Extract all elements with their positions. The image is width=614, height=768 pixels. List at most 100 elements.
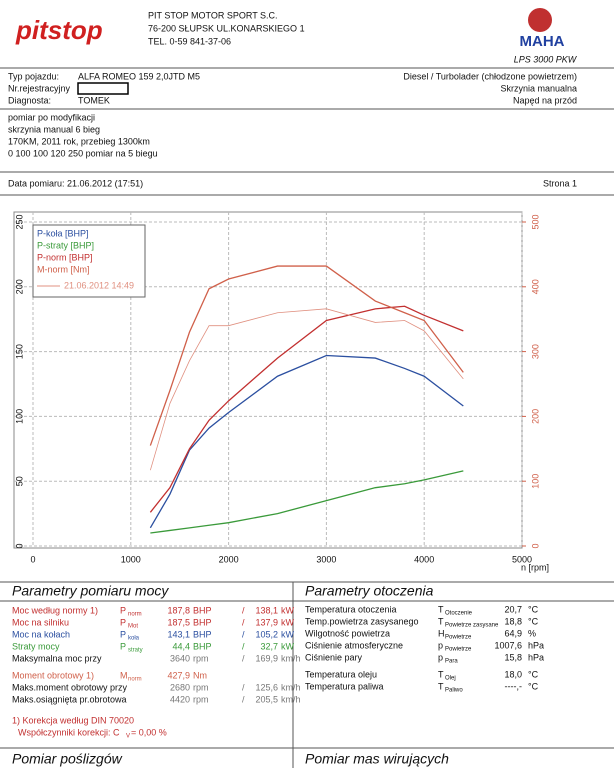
param-cell: / xyxy=(242,641,245,651)
correction: V xyxy=(126,734,130,740)
param-cell: 205,5 xyxy=(255,694,278,704)
brand: MAHA xyxy=(520,33,565,50)
y2-tick-label: 400 xyxy=(530,279,540,294)
y2-tick-label: 300 xyxy=(530,344,540,359)
param-cell: 4420 xyxy=(170,694,190,704)
env-value: 18,8 xyxy=(504,616,522,626)
y2-tick-label: 100 xyxy=(530,474,540,489)
phone: TEL. 0-59 841-37-06 xyxy=(148,36,231,46)
param-cell: P xyxy=(120,605,126,615)
param-cell: P xyxy=(120,629,126,639)
param-cell: Moc na kołach xyxy=(12,629,70,639)
param-cell: kW xyxy=(281,641,295,651)
line-series xyxy=(149,354,464,529)
value: TOMEK xyxy=(78,95,110,105)
param-cell: kW xyxy=(281,617,295,627)
company: PIT STOP MOTOR SPORT S.C. xyxy=(148,10,278,20)
y2-tick-label: 0 xyxy=(530,543,540,548)
env-label: Temp.powietrza zasysanego xyxy=(305,616,419,626)
env-sub: Powietrze xyxy=(445,635,472,641)
env-label: Wilgotność powietrza xyxy=(305,628,390,638)
param-cell: kW xyxy=(281,629,295,639)
param-cell: rpm xyxy=(193,653,209,663)
param-cell: Nm xyxy=(193,670,207,680)
param-cell: straty xyxy=(128,648,143,654)
param-cell: 32,7 xyxy=(260,641,278,651)
section-title: Pomiar mas wirujących xyxy=(305,751,449,767)
env-label: Ciśnienie pary xyxy=(305,652,363,662)
param-cell: 427,9 xyxy=(167,670,190,680)
param-cell: BHP xyxy=(193,617,212,627)
env-label: Ciśnienie atmosferyczne xyxy=(305,640,403,650)
param-cell: / xyxy=(242,694,245,704)
param-cell: BHP xyxy=(193,629,212,639)
param-cell: 125,6 xyxy=(255,682,278,692)
env-value: 64,9 xyxy=(504,628,522,638)
value: Skrzynia manualna xyxy=(500,83,577,93)
value: ALFA ROMEO 159 2,0JTD M5 xyxy=(78,71,200,81)
env-symbol: H xyxy=(438,628,445,638)
param-cell: 138,1 xyxy=(255,605,278,615)
date: Data pomiaru: 21.06.2012 (17:51) xyxy=(8,178,143,188)
x-tick-label: 1000 xyxy=(121,554,141,564)
y-tick-label: 0 xyxy=(14,543,24,548)
param-cell: / xyxy=(242,605,245,615)
legend-entry: 21.06.2012 14:49 xyxy=(64,280,134,290)
param-cell: koła xyxy=(128,636,140,642)
note: 170KM, 2011 rok, przebieg 1300km xyxy=(8,136,150,146)
param-cell: km/h xyxy=(281,694,301,704)
param-cell: P xyxy=(120,641,126,651)
env-sub: Powietrze zasysane xyxy=(445,623,499,629)
y2-tick-label: 500 xyxy=(530,214,540,229)
env-unit: % xyxy=(528,628,536,638)
label: Nr.rejestracyjny xyxy=(8,83,71,93)
env-label: Temperatura otoczenia xyxy=(305,604,397,614)
param-cell: norm xyxy=(128,677,142,683)
legend-entry: P-koła [BHP] xyxy=(37,228,89,238)
legend xyxy=(32,224,146,298)
param-cell: Maksymalna moc przy xyxy=(12,653,102,663)
param-cell: 2680 xyxy=(170,682,190,692)
env-symbol: T xyxy=(438,681,444,691)
param-cell: Moc na silniku xyxy=(12,617,69,627)
line-series xyxy=(149,265,464,446)
param-cell: 3640 xyxy=(170,653,190,663)
param-cell: / xyxy=(242,629,245,639)
env-symbol: T xyxy=(438,669,444,679)
param-cell: 105,2 xyxy=(255,629,278,639)
label: Diagnosta: xyxy=(8,95,51,105)
env-symbol: p xyxy=(438,640,443,650)
param-cell: rpm xyxy=(193,694,209,704)
line-series xyxy=(150,470,464,534)
param-cell: / xyxy=(242,653,245,663)
legend-entry: P-straty [BHP] xyxy=(37,240,94,250)
param-cell: Maks.moment obrotowy przy xyxy=(12,682,128,692)
param-cell: / xyxy=(242,682,245,692)
param-cell: BHP xyxy=(193,605,212,615)
note: skrzynia manual 6 bieg xyxy=(8,124,100,134)
param-cell: 187,5 xyxy=(167,617,190,627)
param-cell: 143,1 xyxy=(167,629,190,639)
y-tick-label: 200 xyxy=(14,279,24,294)
env-sub: Powietrze xyxy=(445,647,472,653)
env-unit: °C xyxy=(528,616,539,626)
param-cell: M xyxy=(120,670,128,680)
param-cell: kW xyxy=(281,605,295,615)
env-sub: Paliwo xyxy=(445,688,463,694)
y2-tick-label: 200 xyxy=(530,409,540,424)
brand-badge xyxy=(528,8,552,32)
correction: 1) Korekcja według DIN 70020 xyxy=(12,715,134,725)
env-sub: Otoczenie xyxy=(445,611,473,617)
env-unit: °C xyxy=(528,669,539,679)
env-value: 15,8 xyxy=(504,652,522,662)
page-number: Strona 1 xyxy=(543,178,577,188)
legend-entry: M-norm [Nm] xyxy=(37,264,90,274)
value: Napęd na przód xyxy=(513,95,577,105)
correction: = 0,00 % xyxy=(131,727,167,737)
param-cell: km/h xyxy=(281,682,301,692)
x-tick-label: 2000 xyxy=(219,554,239,564)
y-tick-label: 250 xyxy=(14,214,24,229)
label: Typ pojazdu: xyxy=(8,71,59,81)
env-symbol: p xyxy=(438,652,443,662)
